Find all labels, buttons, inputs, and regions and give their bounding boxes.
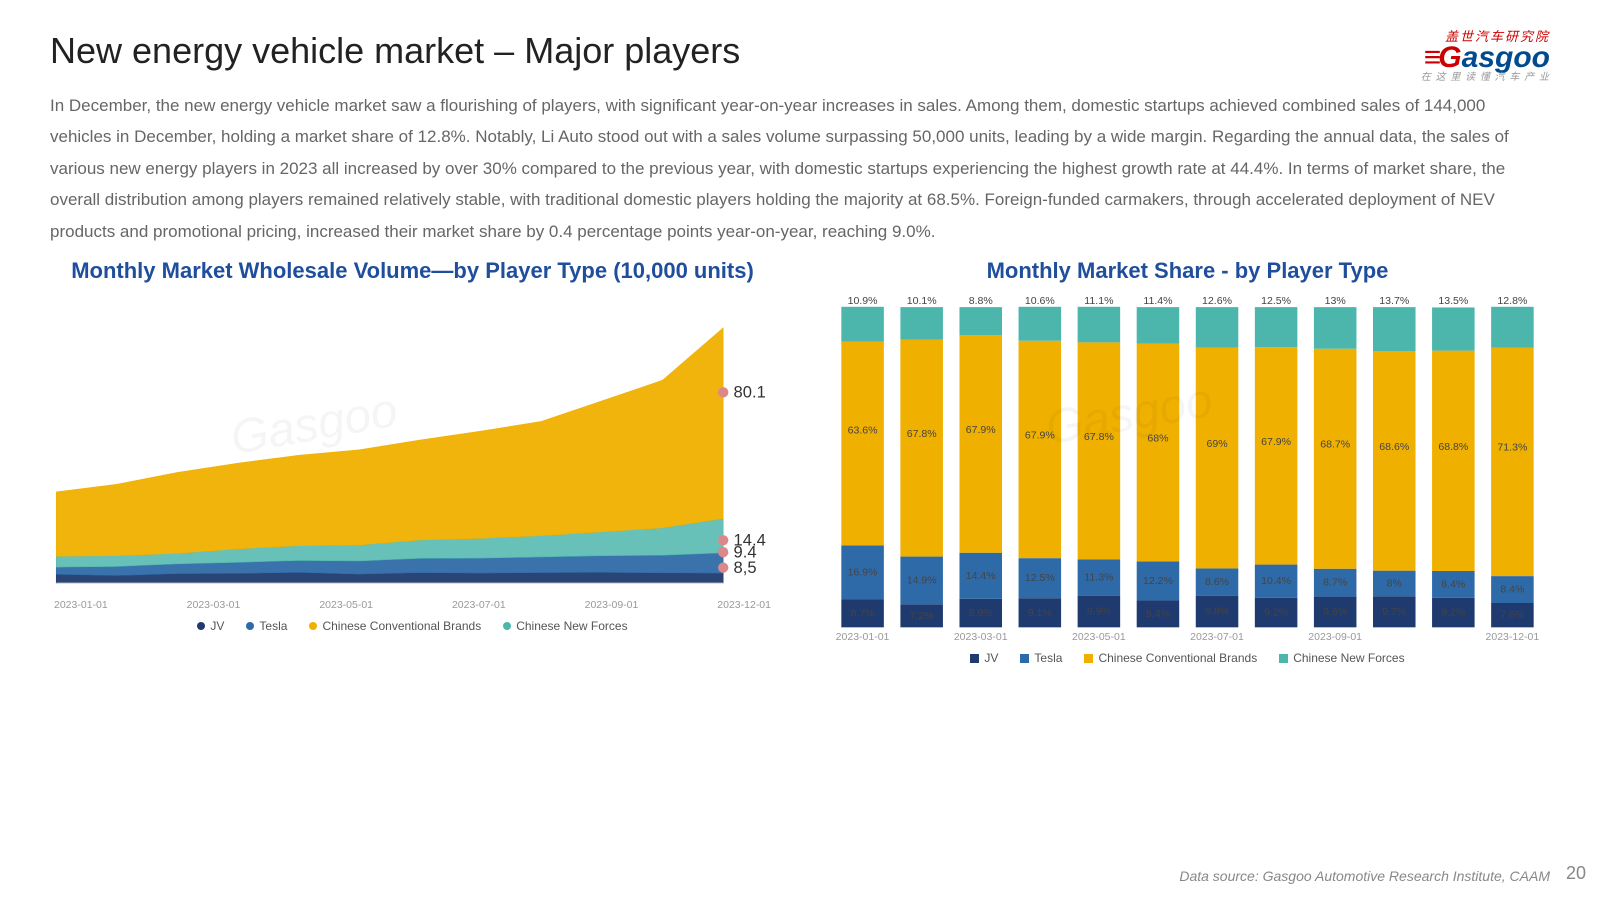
- svg-text:9.8%: 9.8%: [1205, 605, 1230, 617]
- svg-text:12.2%: 12.2%: [1143, 575, 1174, 587]
- svg-text:67.8%: 67.8%: [1084, 431, 1115, 443]
- svg-text:67.9%: 67.9%: [966, 424, 997, 436]
- area-chart-svg: 80.114.49.48,5: [50, 289, 775, 600]
- svg-text:10.4%: 10.4%: [1261, 575, 1292, 587]
- svg-text:11.3%: 11.3%: [1084, 571, 1114, 583]
- data-source-footer: Data source: Gasgoo Automotive Research …: [1179, 868, 1550, 884]
- svg-text:71.3%: 71.3%: [1497, 441, 1528, 453]
- svg-text:8.9%: 8.9%: [969, 607, 994, 619]
- svg-text:10.1%: 10.1%: [907, 295, 938, 307]
- svg-text:10.6%: 10.6%: [1025, 295, 1056, 307]
- svg-text:9.1%: 9.1%: [1028, 606, 1053, 618]
- svg-text:67.9%: 67.9%: [1025, 429, 1056, 441]
- svg-text:8.4%: 8.4%: [1500, 583, 1525, 595]
- stacked-chart-title: Monthly Market Share - by Player Type: [825, 257, 1550, 285]
- stacked-bar-svg: 10.9% 63.6% 16.9% 8.7% 10.1% 67.8% 14.9% 7.2% 8.…: [825, 289, 1550, 631]
- svg-text:8%: 8%: [1387, 577, 1403, 589]
- svg-text:80.1: 80.1: [734, 382, 766, 401]
- svg-text:12.6%: 12.6%: [1202, 295, 1233, 307]
- svg-text:11.4%: 11.4%: [1143, 295, 1173, 307]
- area-x-axis: 2023-01-012023-03-012023-05-012023-07-01…: [50, 599, 775, 611]
- legend-item: JV: [197, 619, 224, 633]
- bar-x-axis: 2023-01-012023-03-012023-05-012023-07-01…: [825, 631, 1550, 643]
- svg-text:69%: 69%: [1206, 438, 1228, 450]
- svg-text:12.5%: 12.5%: [1261, 295, 1292, 307]
- brand-logo: 盖世汽车研究院 ≡Gasgoo 在 这 里 读 懂 汽 车 产 业: [1421, 30, 1550, 83]
- area-chart: Gasgoo Monthly Market Wholesale Volume—b…: [50, 257, 775, 665]
- svg-text:7.6%: 7.6%: [1500, 609, 1525, 621]
- legend-item: JV: [970, 651, 998, 665]
- svg-text:8.7%: 8.7%: [1323, 576, 1348, 588]
- intro-paragraph: In December, the new energy vehicle mark…: [50, 90, 1550, 247]
- legend-item: Chinese New Forces: [503, 619, 627, 633]
- svg-text:9.6%: 9.6%: [1323, 606, 1348, 618]
- legend-item: Chinese Conventional Brands: [309, 619, 481, 633]
- svg-text:9.9%: 9.9%: [1087, 605, 1112, 617]
- svg-text:8.4%: 8.4%: [1441, 578, 1466, 590]
- svg-text:68.8%: 68.8%: [1438, 440, 1469, 452]
- svg-text:7.2%: 7.2%: [910, 610, 935, 622]
- svg-text:13.5%: 13.5%: [1438, 295, 1469, 307]
- svg-text:8.4%: 8.4%: [1146, 608, 1171, 620]
- svg-text:14.4%: 14.4%: [966, 569, 997, 581]
- legend-item: Tesla: [246, 619, 287, 633]
- svg-text:68.6%: 68.6%: [1379, 441, 1410, 453]
- svg-text:9.2%: 9.2%: [1264, 606, 1289, 618]
- svg-text:11.1%: 11.1%: [1084, 295, 1114, 307]
- svg-text:68.7%: 68.7%: [1320, 438, 1351, 450]
- area-legend: JV Tesla Chinese Conventional Brands Chines…: [50, 619, 775, 633]
- svg-text:63.6%: 63.6%: [848, 424, 879, 436]
- svg-text:13%: 13%: [1325, 295, 1347, 307]
- svg-text:67.8%: 67.8%: [907, 428, 938, 440]
- legend-item: Chinese New Forces: [1279, 651, 1404, 665]
- area-chart-title: Monthly Market Wholesale Volume—by Playe…: [50, 257, 775, 285]
- stacked-bar-chart: Gasgoo Monthly Market Share - by Player …: [825, 257, 1550, 665]
- svg-text:8.8%: 8.8%: [969, 295, 994, 307]
- svg-text:9.7%: 9.7%: [1382, 606, 1407, 618]
- svg-text:10.9%: 10.9%: [848, 295, 879, 307]
- svg-text:8,5: 8,5: [734, 558, 757, 577]
- svg-text:12.8%: 12.8%: [1497, 295, 1528, 307]
- svg-text:8.7%: 8.7%: [851, 607, 876, 619]
- svg-text:68%: 68%: [1147, 432, 1169, 444]
- page-number: 20: [1566, 863, 1586, 884]
- svg-text:8.6%: 8.6%: [1205, 576, 1230, 588]
- page-title: New energy vehicle market – Major player…: [50, 30, 740, 72]
- svg-text:16.9%: 16.9%: [848, 566, 879, 578]
- legend-item: Chinese Conventional Brands: [1084, 651, 1257, 665]
- legend-item: Tesla: [1020, 651, 1062, 665]
- bar-legend: JV Tesla Chinese Conventional Brands Chines…: [825, 651, 1550, 665]
- svg-text:14.9%: 14.9%: [907, 574, 938, 586]
- svg-text:12.5%: 12.5%: [1025, 572, 1056, 584]
- svg-text:13.7%: 13.7%: [1379, 295, 1410, 307]
- svg-text:67.9%: 67.9%: [1261, 436, 1292, 448]
- svg-text:9.2%: 9.2%: [1441, 606, 1466, 618]
